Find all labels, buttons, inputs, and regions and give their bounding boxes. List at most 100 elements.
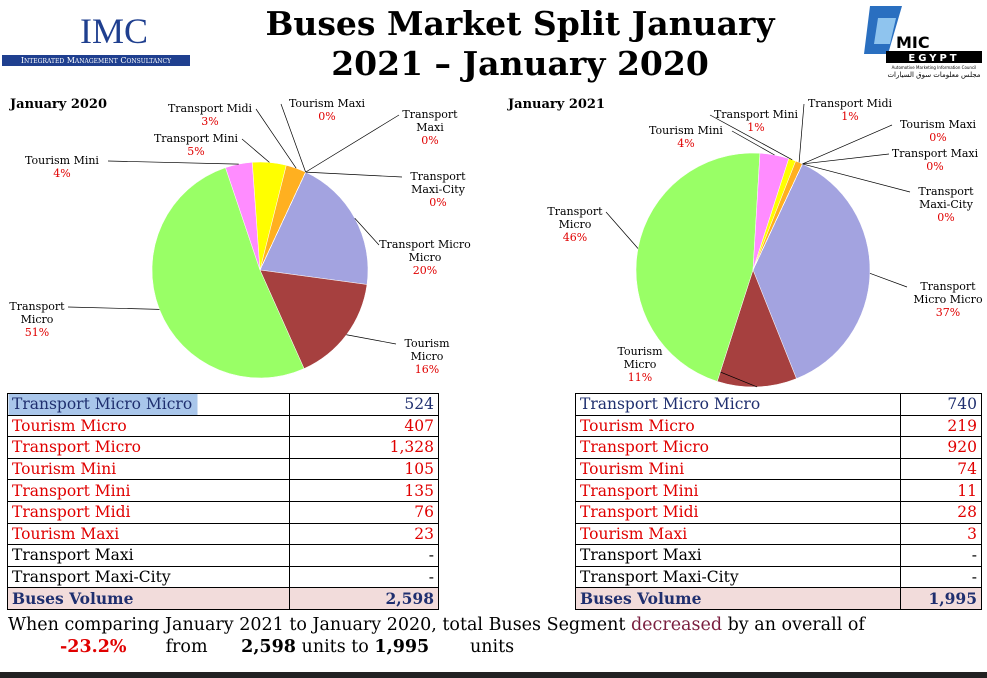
logo-amic: MIC EGYPT Automotive Marketing Informati…: [864, 6, 982, 79]
table-total: Buses Volume 2,598: [7, 587, 439, 610]
leader-line: [354, 218, 380, 246]
table-row: Transport Maxi -: [7, 544, 439, 567]
label-value: 20%: [412, 264, 438, 277]
data-label: Tourism Maxi 0%: [277, 97, 377, 123]
row-value: 28: [900, 500, 982, 524]
row-value: 11: [900, 479, 982, 502]
leader-line: [605, 211, 639, 249]
row-label: Tourism Mini: [7, 457, 290, 481]
label-name: Transport Maxi-City: [410, 170, 466, 196]
logo-arabic: مجلس معلومات سوق السيارات: [887, 71, 980, 79]
row-label: Transport Maxi: [7, 544, 290, 567]
table-row: Tourism Maxi 23: [7, 522, 439, 546]
logo-imc-sub: Integrated Management Consultancy: [2, 55, 190, 66]
logo-imc: IMC: [80, 11, 149, 51]
pie-slice: [259, 269, 368, 369]
row-value: 920: [900, 436, 982, 459]
data-label: Transport Micro 46%: [540, 205, 610, 244]
label-value: 0%: [421, 134, 439, 147]
row-label: Transport Maxi: [575, 544, 901, 567]
total-value: 1,995: [900, 587, 982, 610]
label-name: Transport Micro: [9, 300, 65, 326]
row-value: -: [900, 544, 982, 567]
data-label: Transport Micro Micro 20%: [375, 238, 475, 277]
table-row: Tourism Maxi 3: [575, 522, 982, 546]
label-value: 4%: [53, 167, 71, 180]
row-value: 407: [289, 414, 439, 438]
row-value: 135: [289, 479, 439, 502]
data-label: Transport Micro Micro 37%: [903, 280, 987, 319]
data-label: Tourism Mini 4%: [12, 154, 112, 180]
footer-part: When comparing January 2021 to January 2…: [8, 615, 626, 635]
data-label: Transport Midi 3%: [160, 102, 260, 128]
table-row: Transport Maxi-City -: [7, 565, 439, 589]
leader-line: [241, 138, 270, 163]
logo-shape: [874, 18, 896, 44]
label-name: Tourism Maxi: [899, 118, 977, 131]
pie-slice: [151, 167, 305, 379]
row-value: 1,328: [289, 436, 439, 459]
table-row: Transport Maxi -: [575, 544, 982, 567]
logo-text: EGYPT: [908, 53, 959, 64]
total-label: Buses Volume: [7, 587, 290, 610]
table-row: Transport Midi 76: [7, 500, 439, 524]
pie-slice: [752, 163, 803, 271]
label-name: Transport Micro Micro: [913, 280, 983, 306]
table-row: Tourism Micro 407: [7, 414, 439, 438]
leader-line: [305, 114, 400, 173]
pie-charts: [67, 103, 911, 388]
leader-line: [802, 153, 890, 165]
row-value: 23: [289, 522, 439, 546]
volume-table: Transport Micro Micro 524 Tourism Micro 407…: [7, 393, 439, 610]
label-value: 5%: [187, 145, 205, 158]
leader-line: [709, 114, 793, 161]
label-value: 51%: [24, 326, 50, 339]
data-label: Transport Maxi 0%: [885, 147, 985, 173]
row-label: Tourism Maxi: [7, 522, 290, 546]
label-value: 1%: [841, 110, 859, 123]
label-value: 0%: [937, 211, 955, 224]
table-row: Tourism Mini 74: [575, 457, 982, 481]
leader-line: [107, 160, 239, 165]
footer-emph: decreased: [630, 615, 723, 635]
row-label: Tourism Mini: [575, 457, 901, 481]
label-value: 0%: [318, 110, 336, 123]
label-name: Transport Midi: [167, 102, 253, 115]
slide-title: Buses Market Split January 2021 – Januar…: [265, 4, 775, 83]
label-value: 0%: [926, 160, 944, 173]
total-value: 2,598: [289, 587, 439, 610]
row-label: Transport Maxi-City: [575, 565, 901, 589]
data-label: Transport Mini 5%: [146, 132, 246, 158]
volume-table: Transport Micro Micro 740 Tourism Micro 219…: [575, 393, 982, 610]
leader-line: [802, 124, 893, 165]
row-value: -: [289, 565, 439, 589]
row-label: Transport Micro Micro: [575, 393, 901, 416]
row-value: 105: [289, 457, 439, 481]
row-value: 524: [289, 393, 439, 416]
table-row: Transport Micro Micro 740: [575, 393, 982, 416]
table-row: Transport Micro 920: [575, 436, 982, 459]
row-label: Transport Midi: [575, 500, 901, 524]
label-value: 0%: [429, 196, 447, 209]
row-value: -: [289, 544, 439, 567]
label-name: Tourism Micro: [617, 345, 663, 371]
pie-title: January 2020: [10, 97, 108, 112]
row-value: 740: [900, 393, 982, 416]
label-name: Tourism Mini: [25, 154, 99, 167]
table-row: Tourism Micro 219: [575, 414, 982, 438]
row-value: 219: [900, 414, 982, 438]
row-label: Transport Maxi-City: [7, 565, 290, 589]
row-label: Transport Micro Micro: [7, 393, 290, 416]
row-label: Tourism Micro: [7, 414, 290, 438]
row-label: Transport Mini: [575, 479, 901, 502]
data-label: Transport Maxi-City 0%: [398, 170, 478, 209]
data-label: Transport Maxi-City 0%: [906, 185, 986, 224]
leader-line: [869, 272, 908, 288]
data-label: Transport Maxi 0%: [395, 108, 465, 147]
label-name: Transport Maxi: [891, 147, 979, 160]
row-label: Transport Mini: [7, 479, 290, 502]
label-name: Transport Maxi-City: [918, 185, 974, 211]
label-name: Tourism Mini: [649, 124, 723, 137]
pie-slice: [752, 163, 871, 379]
